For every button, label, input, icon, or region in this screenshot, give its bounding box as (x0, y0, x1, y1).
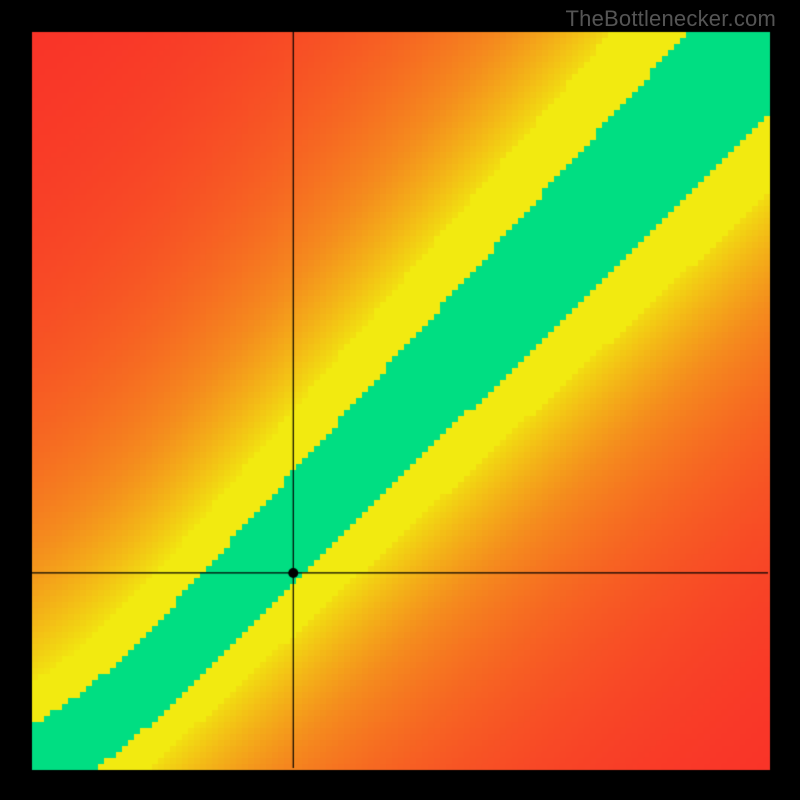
watermark-text: TheBottlenecker.com (566, 6, 776, 32)
chart-container: TheBottlenecker.com (0, 0, 800, 800)
bottleneck-heatmap-canvas (0, 0, 800, 800)
